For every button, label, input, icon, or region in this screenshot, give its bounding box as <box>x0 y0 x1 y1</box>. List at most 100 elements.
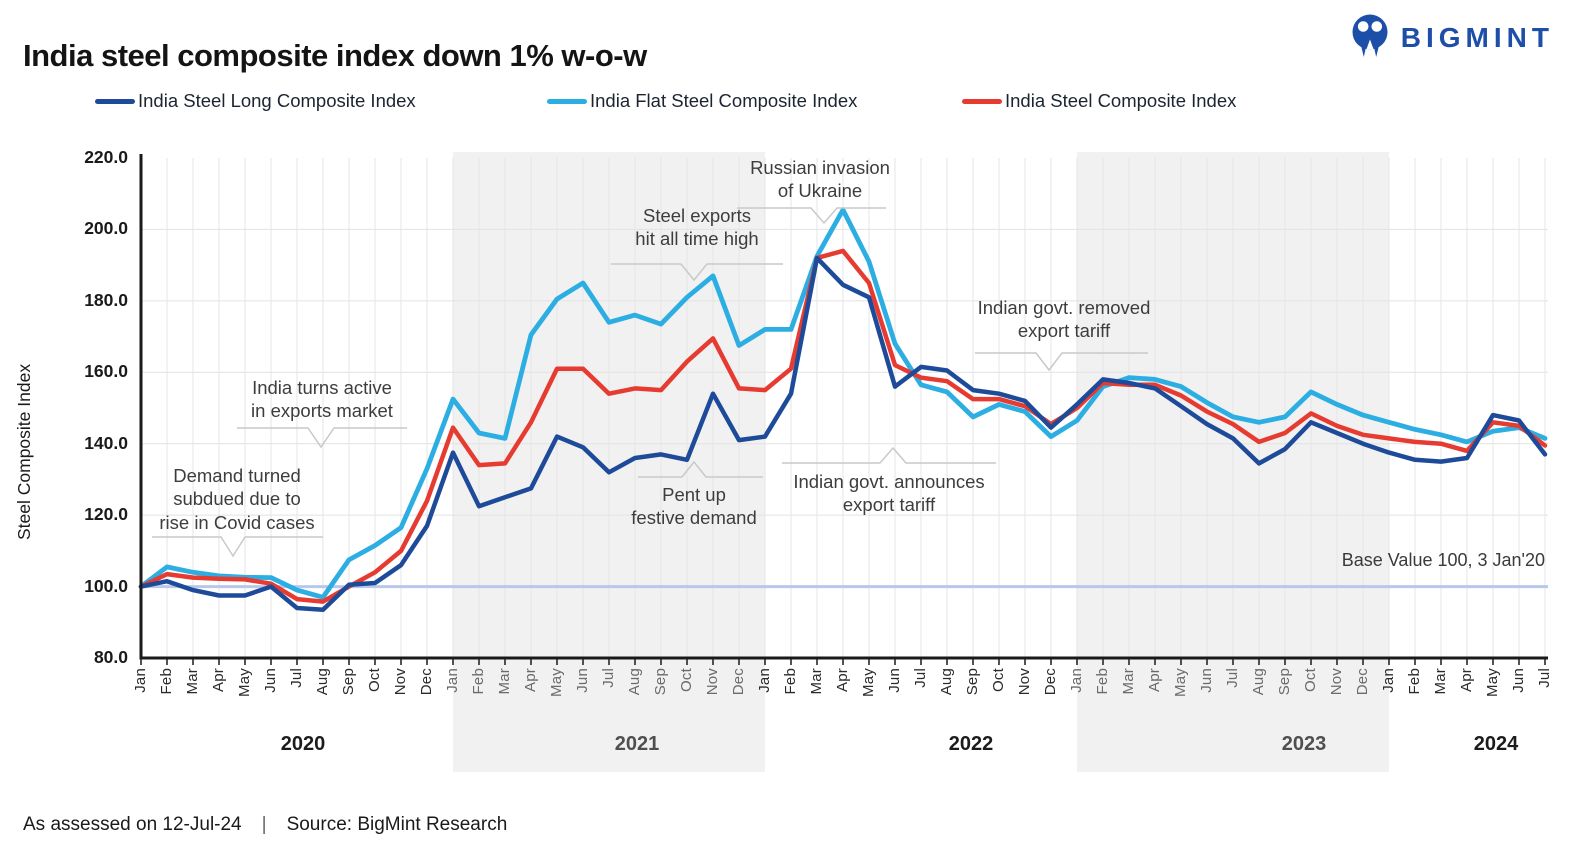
legend-label: India Steel Long Composite Index <box>138 90 416 111</box>
annotation-0: Demand turned subdued due to rise in Cov… <box>159 465 315 533</box>
year-label: 2022 <box>948 733 994 755</box>
x-tick-label: Nov <box>1016 668 1033 696</box>
annotation-2: Steel exports hit all time high <box>635 205 759 250</box>
x-tick-label: Jun <box>886 668 903 693</box>
page-title: India steel composite index down 1% w-o-… <box>23 38 647 73</box>
x-tick-label: May <box>860 668 877 697</box>
x-tick-label: Mar <box>808 668 825 695</box>
x-tick-label: Jan <box>756 668 773 693</box>
x-tick-label: Apr <box>210 668 227 692</box>
x-tick-label: Jan <box>132 668 149 693</box>
annotation-1: India turns active in exports market <box>251 377 393 422</box>
bigmint-logo-text: BIGMINT <box>1400 22 1554 53</box>
source-text: Source: BigMint Research <box>286 814 508 835</box>
chart-legend: India Steel Long Composite Index India Fl… <box>95 90 1395 116</box>
x-tick-label: Feb <box>470 668 487 695</box>
annotation-pointer <box>152 536 323 558</box>
annotation-pointer <box>737 207 886 225</box>
x-tick-label: Feb <box>1094 668 1111 695</box>
x-tick-label: Sep <box>964 668 981 696</box>
x-tick-label: Jan <box>1068 668 1085 693</box>
x-tick-label: Jun <box>1510 668 1527 693</box>
y-tick-label: 80.0 <box>93 647 128 667</box>
x-tick-label: Oct <box>678 668 695 692</box>
x-tick-label: Jul <box>288 668 305 688</box>
x-tick-label: May <box>1172 668 1189 697</box>
x-tick-label: Jul <box>912 668 929 688</box>
x-tick-label: Apr <box>834 668 851 692</box>
year-label: 2023 <box>1281 733 1327 755</box>
x-tick-label: Feb <box>782 668 799 695</box>
legend-swatch-icon <box>547 98 587 104</box>
y-axis-title: Steel Composite Index <box>14 363 34 540</box>
x-tick-label: Feb <box>1406 668 1423 695</box>
x-tick-label: Mar <box>496 668 513 695</box>
x-tick-label: Oct <box>990 668 1007 692</box>
x-tick-label: Aug <box>314 668 331 696</box>
x-tick-label: Dec <box>730 668 747 696</box>
y-tick-label: 160.0 <box>84 361 128 382</box>
footer-separator: | <box>261 814 267 835</box>
x-tick-label: Apr <box>1146 668 1163 692</box>
bigmint-logo: BIGMINT <box>1347 12 1554 64</box>
year-label: 2024 <box>1473 733 1519 755</box>
annotation-6: Indian govt. removed export tariff <box>977 297 1151 342</box>
legend-swatch-icon <box>95 98 135 104</box>
x-tick-label: Jun <box>262 668 279 693</box>
y-tick-label: 220.0 <box>84 147 128 167</box>
y-tick-label: 180.0 <box>84 289 128 310</box>
series-line <box>138 207 1548 600</box>
assessed-date-text: As assessed on 12-Jul-24 <box>23 814 242 835</box>
legend-item-0: India Steel Long Composite Index <box>95 90 416 112</box>
legend-swatch-icon <box>962 98 1002 104</box>
x-tick-label: May <box>548 668 565 697</box>
x-tick-label: Feb <box>158 668 175 695</box>
x-tick-label: Mar <box>1432 668 1449 695</box>
year-label: 2020 <box>280 733 326 755</box>
x-tick-label: Jun <box>574 668 591 693</box>
x-tick-label: Jul <box>1224 668 1241 688</box>
x-tick-label: Oct <box>366 668 383 692</box>
x-tick-label: Sep <box>652 668 669 696</box>
annotation-pointer <box>782 446 996 464</box>
x-tick-label: Dec <box>1042 668 1059 696</box>
legend-label: India Steel Composite Index <box>1005 90 1237 111</box>
x-tick-label: Apr <box>1458 668 1475 692</box>
x-tick-label: Dec <box>1354 668 1371 696</box>
x-tick-label: Sep <box>340 668 357 696</box>
bigmint-logo-icon <box>1352 14 1388 57</box>
x-tick-label: Sep <box>1276 668 1293 696</box>
x-tick-label: Apr <box>522 668 539 692</box>
x-tick-label: Jan <box>1380 668 1397 693</box>
annotation-pointer <box>611 263 783 282</box>
annotation-3: Russian invasion of Ukraine <box>750 157 890 202</box>
annotation-4: Pent up festive demand <box>631 484 757 529</box>
x-tick-label: Mar <box>1120 668 1137 695</box>
x-tick-label: Mar <box>184 668 201 695</box>
base-value-label: Base Value 100, 3 Jan'20 <box>1341 550 1545 570</box>
x-tick-label: May <box>236 668 253 697</box>
x-tick-label: Aug <box>626 668 643 696</box>
legend-item-2: India Steel Composite Index <box>962 90 1236 112</box>
y-tick-label: 200.0 <box>84 218 128 239</box>
x-tick-label: Nov <box>392 668 409 696</box>
legend-label: India Flat Steel Composite Index <box>590 90 858 111</box>
x-tick-label: Nov <box>1328 668 1345 696</box>
legend-item-1: India Flat Steel Composite Index <box>547 90 857 112</box>
x-tick-label: May <box>1484 668 1501 697</box>
annotation-pointer <box>638 460 763 478</box>
chart-plot-area <box>138 152 1548 772</box>
series-line <box>138 248 1548 604</box>
x-tick-label: Jul <box>1536 668 1553 688</box>
annotation-pointer <box>975 352 1148 372</box>
y-tick-label: 120.0 <box>84 504 128 525</box>
x-tick-label: Oct <box>1302 668 1319 692</box>
x-tick-label: Nov <box>704 668 721 696</box>
year-label: 2021 <box>614 733 660 755</box>
x-tick-label: Dec <box>418 668 435 696</box>
footer: As assessed on 12-Jul-24 | Source: BigMi… <box>23 814 507 836</box>
x-tick-label: Aug <box>1250 668 1267 696</box>
x-tick-label: Aug <box>938 668 955 696</box>
x-tick-label: Jun <box>1198 668 1215 693</box>
annotation-5: Indian govt. announces export tariff <box>793 471 985 516</box>
